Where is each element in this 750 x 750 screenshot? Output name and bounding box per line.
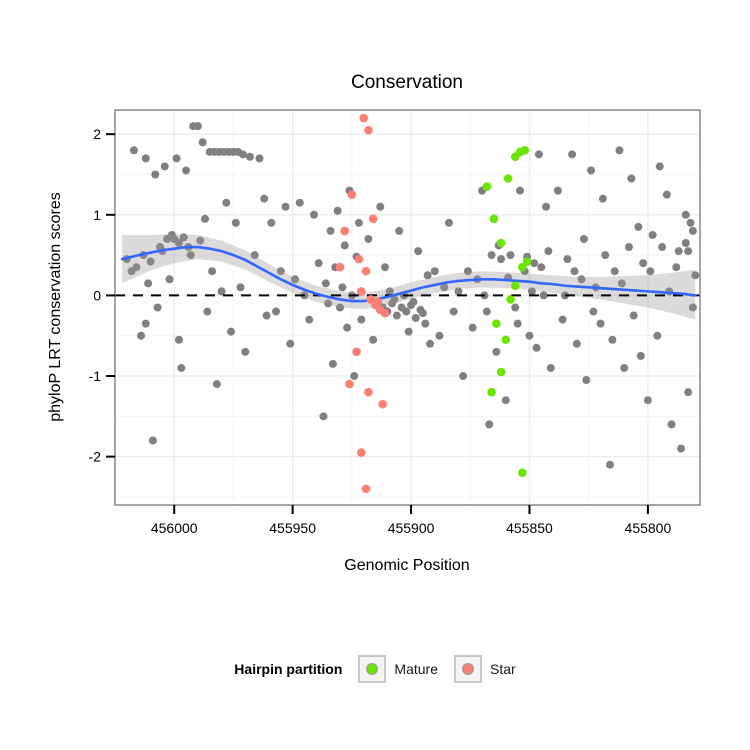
svg-text:455800: 455800 — [625, 520, 672, 536]
svg-text:455900: 455900 — [388, 520, 435, 536]
legend-title: Hairpin partition — [234, 661, 343, 677]
svg-text:0: 0 — [93, 287, 101, 303]
svg-text:-2: -2 — [89, 449, 102, 465]
legend-label-mature: Mature — [394, 661, 438, 677]
legend-key-mature — [358, 655, 387, 683]
legend-item-mature: Mature — [358, 655, 438, 683]
svg-text:1: 1 — [93, 207, 101, 223]
legend-item-star: Star — [454, 655, 516, 683]
svg-text:455950: 455950 — [269, 520, 316, 536]
svg-text:456000: 456000 — [151, 520, 198, 536]
plot-figure: 456000 455950 455900 455850 455800 -2 -1 0 1 2 Co… — [0, 72, 750, 683]
conservation-plot: 456000 455950 455900 455850 455800 -2 -1 0 1 2 Co… — [47, 72, 701, 574]
svg-text:-1: -1 — [89, 368, 102, 384]
y-axis-title: phyloP LRT conservation scores — [47, 192, 64, 421]
x-axis-title: Genomic Position — [344, 557, 469, 574]
star-dot-icon — [462, 663, 474, 675]
svg-text:2: 2 — [93, 126, 101, 142]
legend-label-star: Star — [490, 661, 516, 677]
legend: Hairpin partition Mature Star — [0, 655, 750, 683]
plot-layers: 456000 455950 455900 455850 455800 -2 -1 0 1 2 — [89, 109, 701, 536]
chart-title: Conservation — [351, 72, 463, 93]
mature-dot-icon — [366, 663, 379, 675]
svg-text:455850: 455850 — [506, 520, 553, 536]
legend-key-star — [454, 655, 482, 683]
